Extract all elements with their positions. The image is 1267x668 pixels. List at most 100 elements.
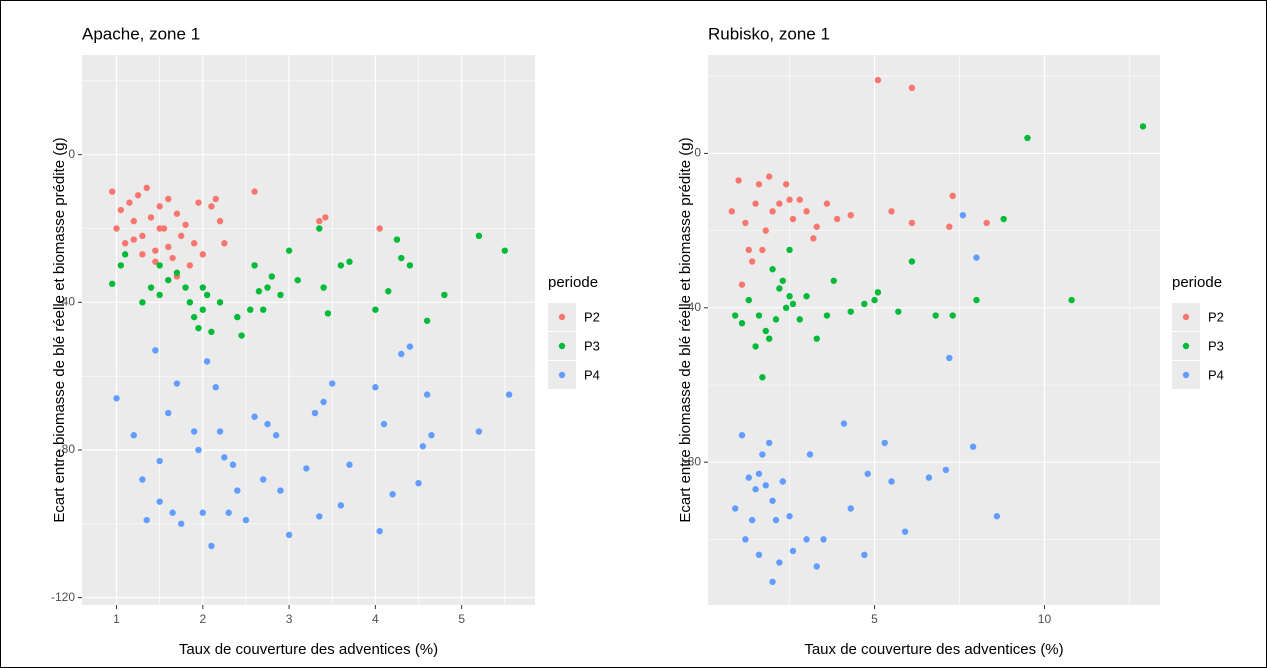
- point: [255, 288, 263, 295]
- point: [742, 536, 749, 543]
- point: [385, 288, 392, 295]
- point: [195, 199, 202, 206]
- point: [337, 262, 345, 269]
- point: [337, 502, 345, 509]
- point: [864, 470, 871, 477]
- point: [216, 217, 224, 225]
- legend-label: P4: [584, 367, 600, 382]
- point: [316, 217, 323, 225]
- point: [277, 487, 284, 494]
- point: [238, 332, 245, 339]
- point: [113, 225, 120, 232]
- point: [874, 289, 882, 296]
- point: [121, 251, 129, 258]
- point: [130, 432, 137, 439]
- y-tick-label: -40: [58, 294, 76, 308]
- point: [796, 196, 803, 203]
- point: [121, 240, 129, 247]
- point: [1068, 296, 1075, 304]
- y-tick-label: -120: [51, 590, 75, 604]
- point: [346, 461, 353, 468]
- point: [949, 192, 956, 200]
- point: [126, 199, 133, 206]
- point: [769, 266, 776, 273]
- point: [901, 528, 909, 535]
- point: [881, 439, 888, 447]
- point: [216, 299, 224, 306]
- point: [320, 398, 327, 406]
- point: [806, 451, 814, 458]
- point: [1024, 134, 1031, 142]
- point: [782, 304, 790, 312]
- x-axis-label: Taux de couverture des adventices (%): [179, 641, 438, 658]
- point: [765, 335, 773, 342]
- point: [221, 240, 228, 247]
- point: [216, 428, 224, 435]
- point: [169, 254, 176, 262]
- point: [234, 487, 241, 494]
- point: [156, 262, 163, 269]
- point: [173, 380, 181, 387]
- point: [789, 215, 797, 223]
- point: [428, 432, 435, 439]
- point: [830, 277, 837, 284]
- y-axis-label: Ecart entre biomasse de blé réelle et bi…: [51, 137, 68, 522]
- point: [932, 312, 939, 319]
- point: [380, 420, 388, 428]
- point: [888, 478, 895, 485]
- point: [208, 542, 215, 550]
- point: [260, 476, 267, 483]
- point: [311, 409, 319, 417]
- x-tick-label: 2: [199, 612, 206, 626]
- point: [731, 312, 739, 319]
- point: [221, 454, 228, 461]
- point: [745, 246, 752, 254]
- legend-title: periode: [1172, 274, 1222, 291]
- point: [130, 217, 137, 225]
- point: [728, 208, 735, 215]
- point: [139, 476, 146, 483]
- point: [320, 284, 327, 291]
- point: [888, 208, 895, 215]
- point: [874, 76, 882, 84]
- point: [208, 203, 215, 210]
- x-axis-label: Taux de couverture des adventices (%): [804, 641, 1063, 658]
- point: [949, 312, 956, 319]
- point: [285, 247, 293, 254]
- point: [871, 296, 878, 304]
- point: [152, 247, 159, 254]
- point: [993, 513, 1001, 520]
- point: [372, 384, 379, 391]
- point: [735, 177, 742, 184]
- point: [755, 551, 763, 559]
- point: [786, 513, 793, 520]
- point: [117, 206, 125, 214]
- point: [173, 210, 181, 217]
- point: [813, 335, 820, 342]
- point: [908, 258, 916, 265]
- point: [156, 225, 163, 232]
- point: [316, 225, 323, 232]
- legend-label: P3: [1208, 338, 1224, 353]
- point: [823, 200, 831, 207]
- point: [156, 457, 163, 465]
- point: [786, 196, 793, 203]
- point: [398, 254, 405, 262]
- point: [165, 195, 172, 203]
- x-tick-label: 1: [113, 612, 120, 626]
- x-tick-label: 3: [286, 612, 293, 626]
- point: [199, 284, 206, 291]
- point: [759, 246, 766, 254]
- point: [755, 181, 763, 188]
- point: [755, 470, 763, 477]
- point: [272, 432, 280, 439]
- point: [810, 235, 817, 242]
- point: [389, 491, 396, 498]
- point: [803, 293, 810, 300]
- point: [208, 328, 215, 336]
- point: [759, 374, 766, 381]
- point: [195, 446, 202, 454]
- point: [769, 578, 776, 586]
- point: [212, 384, 219, 391]
